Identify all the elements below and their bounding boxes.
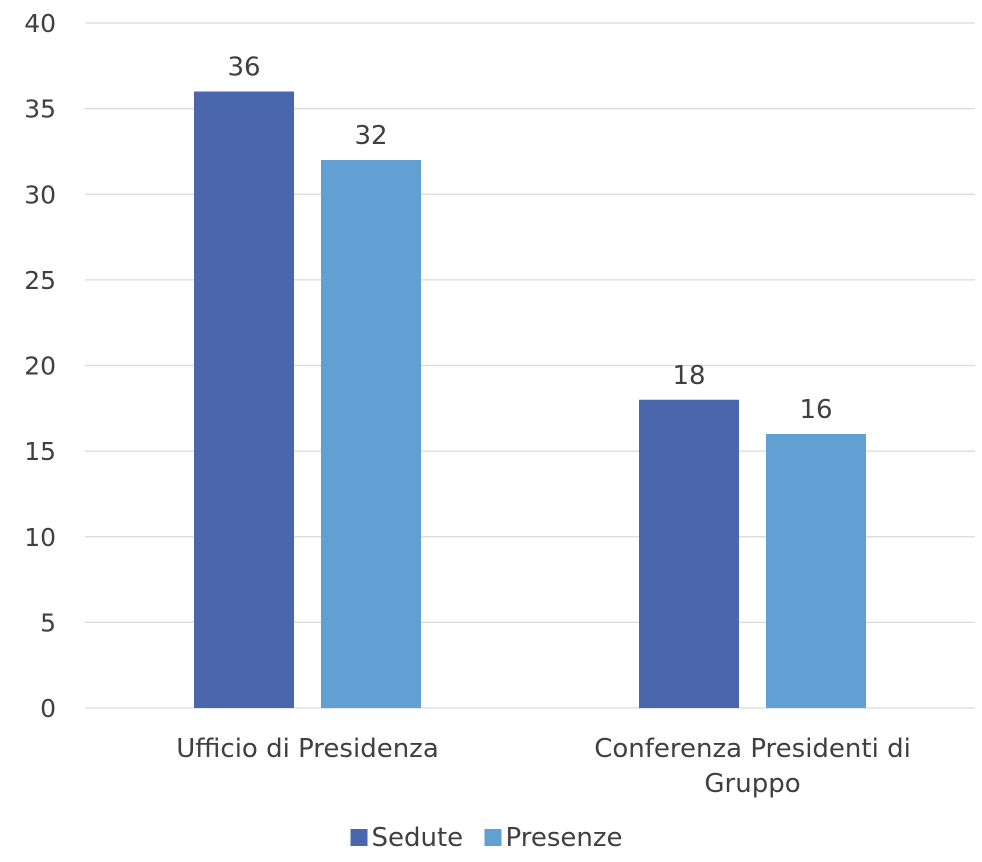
y-tick-label: 10 xyxy=(24,523,56,552)
bar-sedute xyxy=(194,91,294,708)
data-labels: 36 32 18 16 xyxy=(227,53,832,426)
x-category-label: Conferenza Presidenti di xyxy=(594,734,911,764)
y-tick-label: 0 xyxy=(40,694,56,723)
bar-sedute xyxy=(639,399,739,708)
legend: Sedute Presenze xyxy=(350,823,623,853)
y-tick-label: 5 xyxy=(40,608,56,637)
data-label: 18 xyxy=(672,361,705,391)
y-tick-label: 20 xyxy=(24,352,56,381)
legend-swatch-sedute xyxy=(350,829,368,846)
x-category-label: Gruppo xyxy=(704,769,800,799)
x-axis-category-labels: Ufficio di Presidenza Conferenza Presiden… xyxy=(176,734,911,799)
data-label: 32 xyxy=(354,121,387,151)
y-tick-label: 15 xyxy=(24,437,56,466)
legend-label: Sedute xyxy=(372,823,464,853)
bars xyxy=(194,91,866,708)
legend-swatch-presenze xyxy=(484,829,502,846)
legend-label: Presenze xyxy=(506,823,623,853)
y-tick-label: 25 xyxy=(24,266,56,295)
y-tick-label: 35 xyxy=(24,95,56,124)
bar-presenze xyxy=(321,160,421,708)
data-label: 36 xyxy=(227,53,260,83)
x-category-label: Ufficio di Presidenza xyxy=(176,734,439,764)
y-tick-label: 30 xyxy=(24,180,56,209)
y-tick-label: 40 xyxy=(24,9,56,38)
y-axis-tick-labels: 0 5 10 15 20 25 30 35 40 xyxy=(24,9,56,723)
data-label: 16 xyxy=(799,395,832,425)
bar-presenze xyxy=(766,434,866,708)
